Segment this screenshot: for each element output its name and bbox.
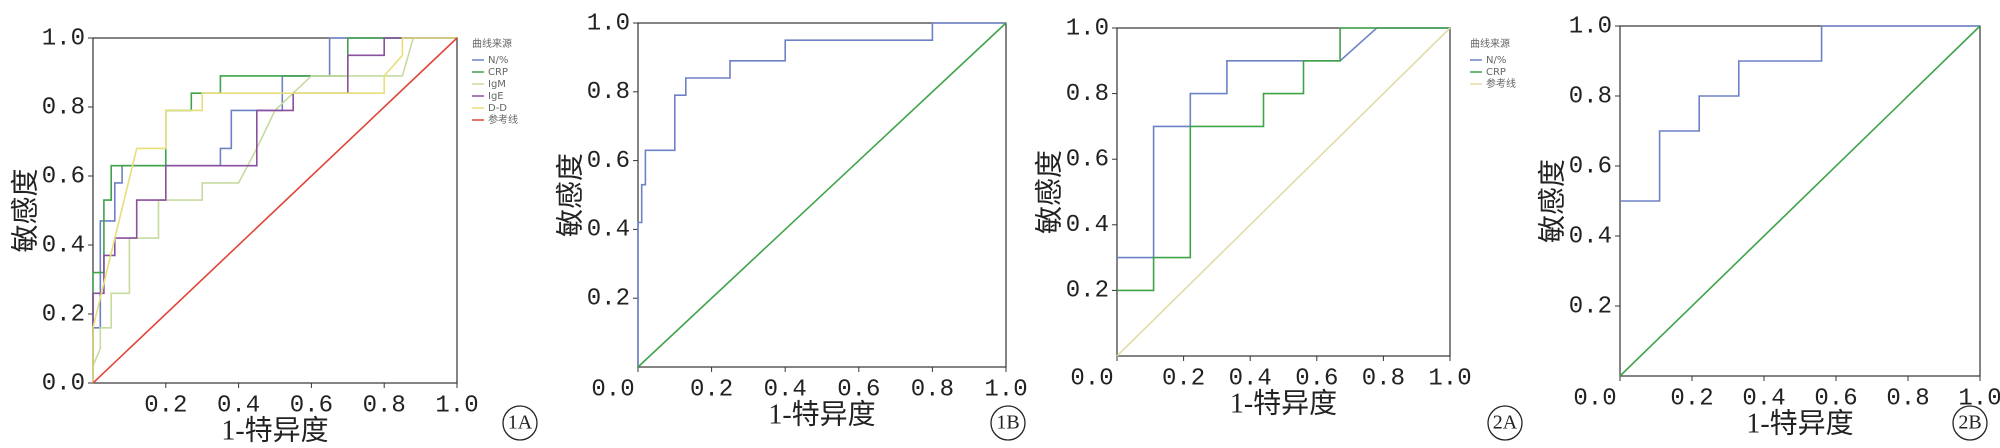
legend-label: N/% bbox=[1486, 55, 1506, 66]
x-tick-label: 0.0 bbox=[1573, 385, 1616, 412]
legend-label: N/% bbox=[488, 55, 508, 66]
legend-label: CRP bbox=[1486, 67, 1506, 78]
roc-curve bbox=[1117, 27, 1450, 259]
roc-curve bbox=[1117, 27, 1450, 292]
y-tick-label: 0.8 bbox=[1569, 83, 1612, 110]
x-tick-label: 0.4 bbox=[764, 376, 807, 403]
y-tick-label: 1.0 bbox=[1569, 13, 1612, 40]
plot-frame bbox=[637, 22, 1007, 368]
roc-curve bbox=[92, 37, 457, 383]
panel-label: 1A bbox=[508, 412, 533, 434]
y-tick-label: 1.0 bbox=[42, 25, 85, 52]
y-tick-label: 0.6 bbox=[42, 163, 85, 190]
x-axis-title: 1-特异度 bbox=[1746, 407, 1853, 439]
x-tick-label: 0.4 bbox=[217, 392, 260, 419]
panel-label: 2A bbox=[1493, 412, 1518, 434]
y-tick-label: 0.2 bbox=[1066, 278, 1109, 305]
x-axis-title: 1-特异度 bbox=[221, 414, 328, 446]
legend-label: IgM bbox=[488, 79, 506, 90]
y-tick-label: 0.6 bbox=[587, 148, 630, 175]
x-axis-title: 1-特异度 bbox=[1230, 387, 1337, 419]
x-tick-label: 0.6 bbox=[290, 392, 333, 419]
x-tick-label: 0.6 bbox=[1295, 365, 1338, 392]
roc-curve bbox=[92, 37, 458, 384]
x-tick-label: 0.2 bbox=[690, 376, 733, 403]
legend-label: CRP bbox=[488, 67, 508, 78]
x-tick-label: 0.0 bbox=[591, 376, 634, 403]
y-tick-label: 0.8 bbox=[587, 79, 630, 106]
roc-curve bbox=[92, 37, 457, 383]
x-tick-label: 0.6 bbox=[837, 376, 880, 403]
x-tick-label: 0.0 bbox=[1070, 365, 1113, 392]
panel-circle bbox=[1952, 405, 1988, 441]
y-tick-label: 0.8 bbox=[1066, 81, 1109, 108]
roc-curve bbox=[637, 22, 1006, 367]
x-tick-label: 0.8 bbox=[1362, 365, 1405, 392]
y-tick-label: 0.4 bbox=[587, 217, 630, 244]
panel-circle bbox=[502, 405, 538, 441]
panel-circle bbox=[1487, 405, 1523, 441]
y-tick-label: 0.6 bbox=[1569, 153, 1612, 180]
y-axis-title: 敏感度 bbox=[1033, 150, 1065, 234]
x-tick-label: 0.2 bbox=[1162, 365, 1205, 392]
x-tick-label: 0.8 bbox=[1886, 385, 1929, 412]
x-axis-title: 1-特异度 bbox=[768, 398, 875, 430]
x-tick-label: 0.2 bbox=[1670, 385, 1713, 412]
panel-circle bbox=[990, 405, 1026, 441]
legend-label: 参考线 bbox=[1486, 77, 1516, 90]
x-tick-label: 0.8 bbox=[363, 392, 406, 419]
roc-curve bbox=[1620, 25, 1980, 202]
y-axis-title: 敏感度 bbox=[9, 168, 41, 252]
y-tick-label: 1.0 bbox=[1066, 15, 1109, 42]
y-tick-label: 0.2 bbox=[42, 301, 85, 328]
roc-curve bbox=[1619, 25, 1981, 377]
legend-title: 曲线来源 bbox=[472, 37, 512, 50]
x-tick-label: 1.0 bbox=[435, 392, 478, 419]
y-tick-label: 0.4 bbox=[42, 232, 85, 259]
legend-label: 参考线 bbox=[488, 113, 518, 126]
panel-label: 1B bbox=[996, 412, 1019, 434]
x-tick-label: 0.6 bbox=[1814, 385, 1857, 412]
plot-frame bbox=[1116, 27, 1451, 357]
x-tick-label: 0.4 bbox=[1742, 385, 1785, 412]
y-tick-label: 1.0 bbox=[587, 10, 630, 37]
roc-curve bbox=[1116, 27, 1451, 357]
legend-label: IgE bbox=[488, 91, 504, 102]
y-tick-label: 0.8 bbox=[42, 94, 85, 121]
x-tick-label: 0.8 bbox=[911, 376, 954, 403]
plot-frame bbox=[92, 37, 458, 384]
roc-curve bbox=[637, 22, 1007, 368]
y-tick-label: 0.2 bbox=[587, 286, 630, 313]
panel-label: 2B bbox=[1958, 412, 1981, 434]
y-tick-label: 0.2 bbox=[1569, 293, 1612, 320]
y-tick-label: 0.6 bbox=[1066, 147, 1109, 174]
legend-title: 曲线来源 bbox=[1470, 37, 1510, 50]
x-tick-label: 1.0 bbox=[1428, 365, 1471, 392]
y-axis-title: 敏感度 bbox=[554, 153, 586, 237]
x-tick-label: 0.4 bbox=[1229, 365, 1272, 392]
x-tick-label: 0.2 bbox=[144, 392, 187, 419]
x-tick-label: 1.0 bbox=[1958, 385, 2000, 412]
legend-label: D-D bbox=[488, 103, 507, 114]
y-tick-label: 0.4 bbox=[1066, 212, 1109, 239]
x-tick-label: 1.0 bbox=[984, 376, 1027, 403]
y-tick-label: 0.0 bbox=[42, 370, 85, 397]
y-axis-title: 敏感度 bbox=[1536, 159, 1568, 243]
y-tick-label: 0.4 bbox=[1569, 223, 1612, 250]
